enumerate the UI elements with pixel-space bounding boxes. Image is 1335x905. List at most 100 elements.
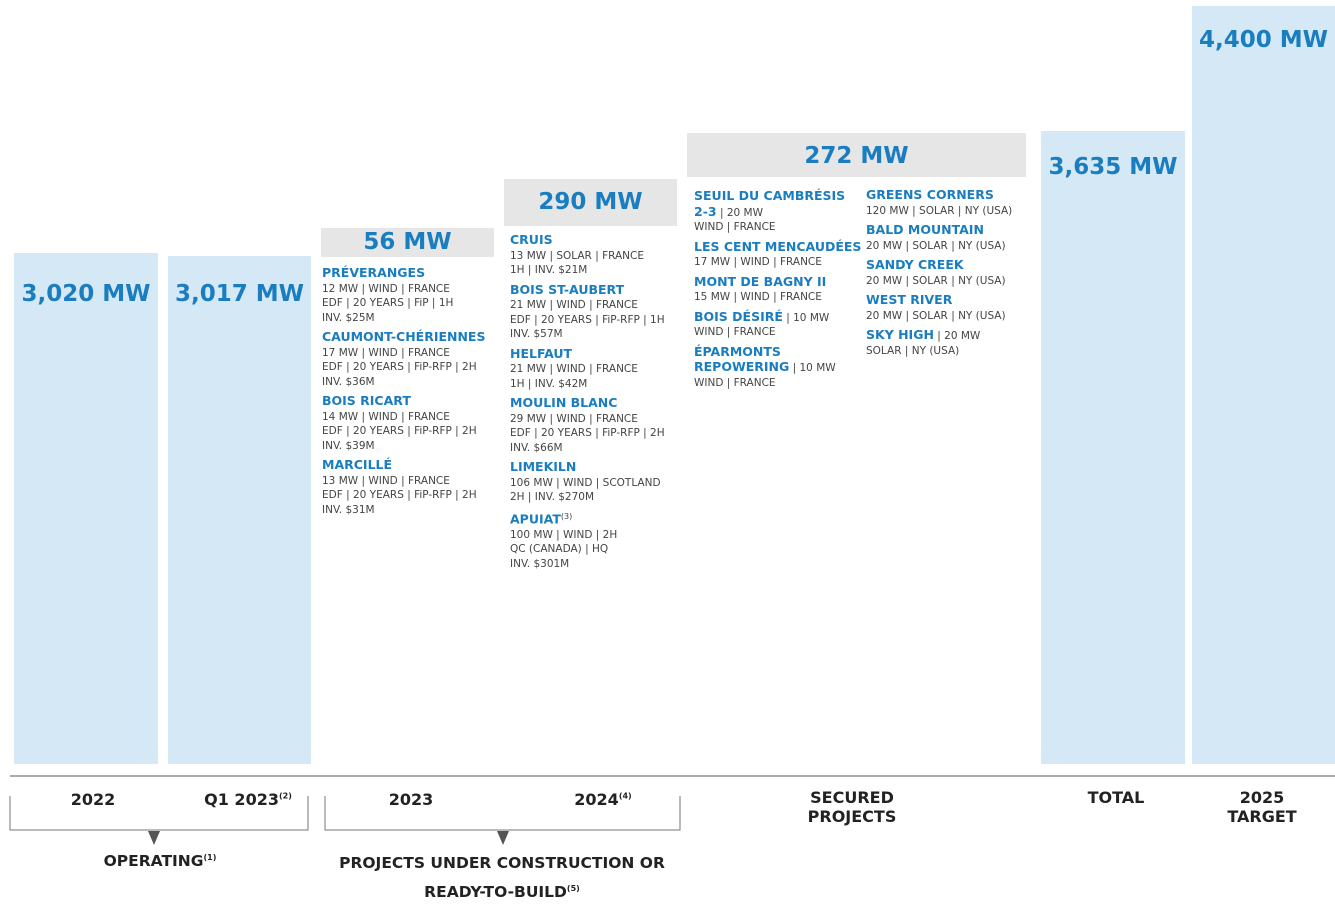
box [687,133,1026,177]
project-head: SKY HIGH | 20 MW [866,327,1031,344]
project-name: SEUIL DU CAMBRÉSIS 2-3 [694,188,846,219]
project-head: SEUIL DU CAMBRÉSIS 2-3 | 20 MW [694,188,862,220]
project-detail: EDF | 20 YEARS | FiP-RFP | 1H [510,313,665,326]
value-label: 56 MW [363,229,452,255]
project-name: BOIS DÉSIRÉ [694,308,783,324]
project-detail: INV. $301M [510,557,570,570]
project-detail: INV. $57M [510,328,563,340]
category: 2025 TARGET [1222,788,1302,826]
project-name: CAUMONT-CHÉRIENNES [322,329,486,344]
project-detail: EDF | 20 YEARS | FiP-RFP | 2H [322,425,477,437]
project-detail: INV. $31M [322,503,375,516]
arrow [497,831,509,845]
bar [14,253,158,764]
category-text: 2023 [388,790,434,809]
project-detail: WIND | FRANCE [694,376,776,389]
project-detail: WIND | FRANCE [694,326,776,338]
project-name: MONT DE BAGNY II [694,273,827,289]
project: LES CENT MENCAUDÉES 17 MW | WIND | FRANCE [694,239,862,270]
value-label: 3,635 MW [1048,154,1178,180]
category-text: 2022 [70,790,116,809]
box [321,228,494,257]
project-detail: 1H | INV. $21M [510,264,588,276]
project-list: PRÉVERANGES 12 MW | WIND | FRANCE EDF | 20… [322,265,497,522]
project-detail: | 10 MW [786,311,830,324]
project-head: CRUIS [510,232,682,249]
category: 2024(4) [543,790,663,809]
project: BALD MOUNTAIN 20 MW | SOLAR | NY (USA) [866,222,1031,253]
project-name: SANDY CREEK [866,257,964,272]
value-label: 3,020 MW [21,281,151,307]
footnote: (5) [566,884,580,893]
project-detail: 13 MW | SOLAR | FRANCE [510,249,644,262]
project: SEUIL DU CAMBRÉSIS 2-3 | 20 MW WIND | FRA… [694,188,862,235]
project: MONT DE BAGNY II 15 MW | WIND | FRANCE [694,273,862,305]
project: BOIS DÉSIRÉ | 10 MW WIND | FRANCE [694,308,862,340]
project-list: SEUIL DU CAMBRÉSIS 2-3 | 20 MW WIND | FRA… [694,188,862,395]
project-detail: 106 MW | WIND | SCOTLAND [510,476,661,489]
project-name: LIMEKILN [510,459,577,474]
category-text: 2025 TARGET [1227,788,1297,826]
group-label: PROJECTS UNDER CONSTRUCTION OR READY-TO-… [322,851,682,905]
project-detail: WIND | FRANCE [694,221,776,233]
project-head: SANDY CREEK [866,257,1031,274]
category: 2023 [351,790,471,809]
project: ÉPARMONTS REPOWERING | 10 MW WIND | FRANC… [694,343,862,391]
project-detail: 100 MW | WIND | 2H [510,528,618,541]
project-head: MOULIN BLANC [510,395,682,412]
box [504,179,677,226]
project-name: GREENS CORNERS [866,187,994,202]
project-detail: 20 MW | SOLAR | NY (USA) [866,309,1006,322]
project-detail: EDF | 20 YEARS | FiP | 1H [322,297,454,309]
project: MARCILLÉ 13 MW | WIND | FRANCE EDF | 20 YE… [322,457,497,517]
category: TOTAL [1056,788,1176,807]
category-text: TOTAL [1087,788,1145,807]
bracket [9,796,309,831]
project-head: LIMEKILN [510,459,682,476]
project-detail: SOLAR | NY (USA) [866,344,960,357]
project: CAUMONT-CHÉRIENNES 17 MW | WIND | FRANCE E… [322,329,497,389]
project: HELFAUT 21 MW | WIND | FRANCE 1H | INV. $4… [510,346,682,392]
project-name: BALD MOUNTAIN [866,222,984,237]
project: BOIS ST-AUBERT 21 MW | WIND | FRANCE EDF |… [510,281,682,342]
project-head: BOIS DÉSIRÉ | 10 MW [694,308,862,326]
project-head: APUIAT(3) [510,510,682,528]
project-detail: 21 MW | WIND | FRANCE [510,299,638,311]
project-detail: 20 MW | SOLAR | NY (USA) [866,239,1006,252]
project-detail: | 10 MW [792,362,836,374]
project-head: MONT DE BAGNY II [694,273,862,291]
group-label: OPERATING(1) [60,852,260,870]
category-text: Q1 2023 [204,790,279,809]
project-head: PRÉVERANGES [322,265,497,282]
bracket [324,796,681,831]
project-head: HELFAUT [510,346,682,363]
project-head: BOIS RICART [322,393,497,410]
project-detail: | 20 MW [719,206,763,219]
project-head: BALD MOUNTAIN [866,222,1031,239]
project-detail: 15 MW | WIND | FRANCE [694,291,822,303]
project-name: BOIS RICART [322,393,411,408]
project-detail: 20 MW | SOLAR | NY (USA) [866,274,1006,287]
value-label: 3,017 MW [174,281,304,307]
category-text: 2024 [574,790,619,809]
project-name: BOIS ST-AUBERT [510,281,625,297]
project-detail: 21 MW | WIND | FRANCE [510,363,638,375]
project-detail: INV. $25M [322,311,375,324]
project-head: CAUMONT-CHÉRIENNES [322,329,497,346]
footnote: (1) [203,852,217,862]
project-detail: | 20 MW [937,330,981,342]
project-name: MARCILLÉ [322,457,393,472]
project-detail: EDF | 20 YEARS | FiP-RFP | 2H [322,489,477,501]
project: PRÉVERANGES 12 MW | WIND | FRANCE EDF | 20… [322,265,497,325]
project-detail: INV. $66M [510,441,563,454]
project-head: LES CENT MENCAUDÉES [694,239,862,256]
project-detail: 1H | INV. $42M [510,377,588,390]
footnote: (2) [278,791,292,801]
project-name: ÉPARMONTS REPOWERING [694,343,790,374]
project-name: PRÉVERANGES [322,265,426,280]
project-detail: 17 MW | WIND | FRANCE [694,256,822,268]
arrow [148,831,160,845]
bar [168,256,311,764]
category: Q1 2023(2) [188,790,308,809]
